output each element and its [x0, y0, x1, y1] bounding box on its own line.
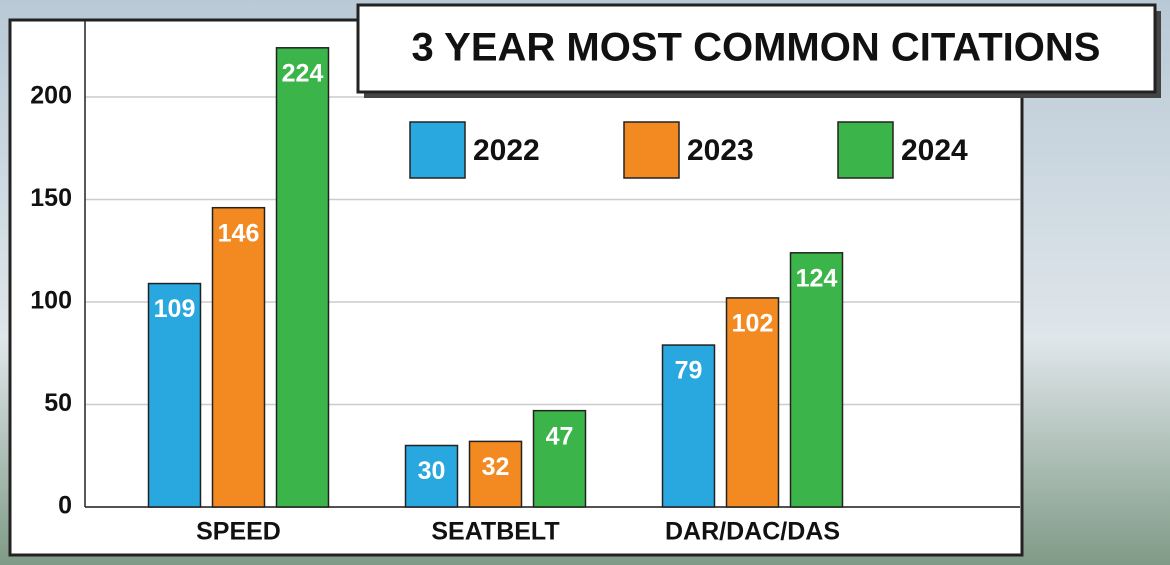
legend-swatch [838, 122, 893, 178]
value-label: 109 [154, 295, 196, 323]
y-tick-label: 100 [30, 287, 72, 315]
chart-title: 3 YEAR MOST COMMON CITATIONS [412, 26, 1101, 70]
page: 0 50 100 150 200 2022 2023 2024 SPEED 109 146 224 SE… [0, 0, 1170, 565]
y-tick-label: 0 [58, 492, 72, 520]
legend-swatch [624, 122, 679, 178]
legend-label: 2022 [473, 134, 540, 167]
x-tick-label: DAR/DAC/DAS [665, 518, 840, 546]
value-label: 79 [675, 357, 703, 385]
value-label: 32 [482, 453, 510, 481]
value-label: 30 [418, 457, 446, 485]
value-label: 124 [796, 264, 838, 292]
y-tick-label: 150 [30, 184, 72, 212]
value-label: 102 [732, 310, 774, 338]
y-tick-label: 50 [44, 389, 72, 417]
chart: 0 50 100 150 200 2022 2023 2024 SPEED 109 146 224 SE… [0, 0, 1170, 565]
legend-label: 2023 [687, 134, 754, 167]
x-tick-label: SEATBELT [431, 518, 559, 546]
value-label: 224 [282, 59, 324, 87]
legend-swatch [410, 122, 465, 178]
bar [277, 48, 329, 507]
x-tick-label: SPEED [196, 518, 281, 546]
bar [213, 208, 265, 507]
value-label: 47 [546, 422, 574, 450]
value-label: 146 [218, 219, 260, 247]
y-tick-label: 200 [30, 82, 72, 110]
legend-label: 2024 [901, 134, 968, 167]
